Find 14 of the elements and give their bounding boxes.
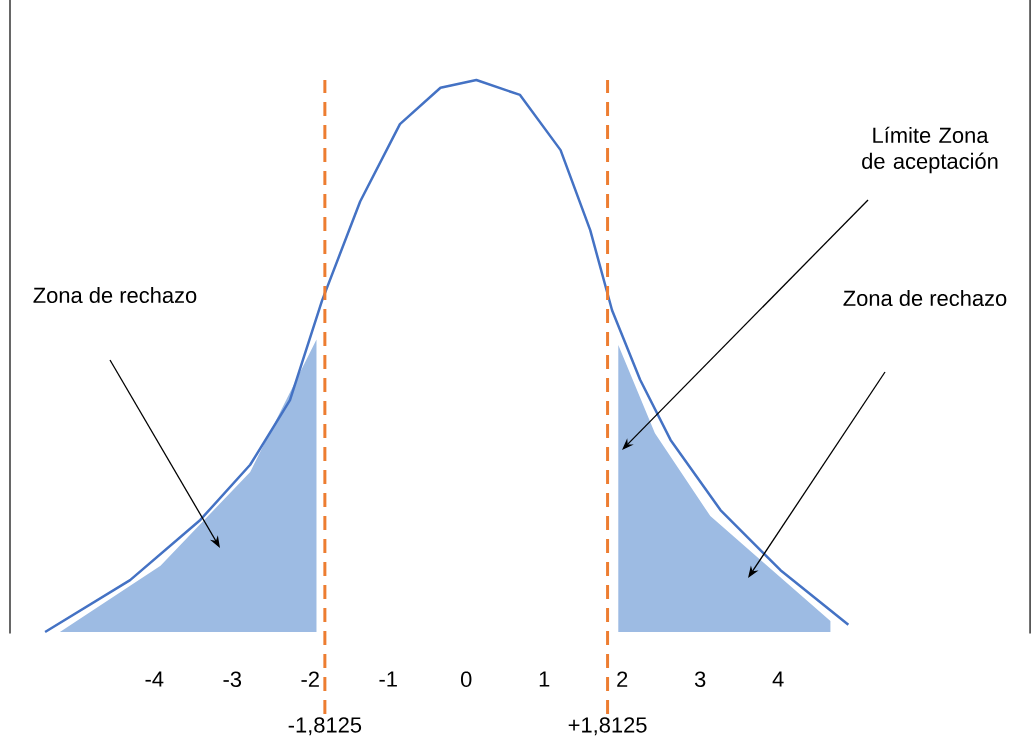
x-tick-label: -2: [301, 671, 319, 687]
ref-line-label: +1,8125: [568, 717, 647, 736]
x-tick-label: 3: [694, 671, 706, 688]
x-tick-label: -3: [223, 671, 242, 688]
ref-line-label: -1,8125: [288, 717, 362, 736]
x-tick-label: 1: [539, 671, 550, 687]
x-tick-label: -1: [379, 671, 397, 687]
x-tick-label: 2: [617, 671, 628, 687]
x-tick-label: 0: [460, 671, 472, 688]
x-tick-label: -4: [145, 671, 164, 687]
x-tick-label: 4: [772, 671, 784, 687]
annotation: Zona de rechazo: [843, 289, 1007, 307]
annotation: Zona de rechazo: [33, 286, 197, 304]
annotation: Límite Zona de aceptación: [862, 126, 998, 174]
